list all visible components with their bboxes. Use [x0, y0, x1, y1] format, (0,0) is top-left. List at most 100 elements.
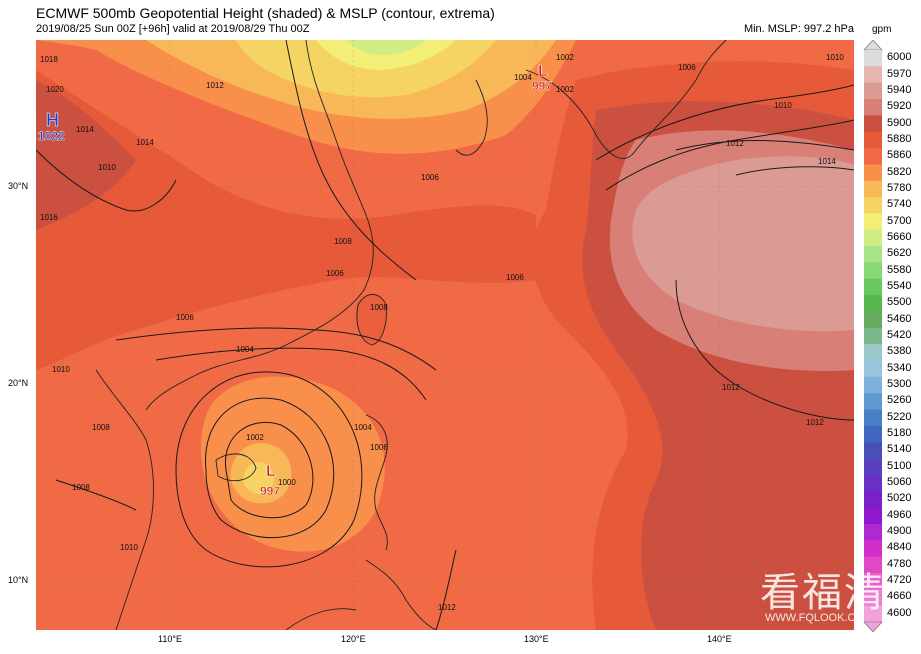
colorbar-tick-label: 5620	[887, 247, 912, 260]
contour-label: 1004	[236, 345, 254, 354]
colorbar-tick-label: 4780	[887, 557, 912, 570]
contour-label: 1004	[514, 73, 532, 82]
contour-label: 1004	[354, 423, 372, 432]
colorbar-swatch	[864, 295, 882, 312]
watermark-url: WWW.FQLOOK.CN	[765, 612, 864, 624]
colorbar-tick-label: 5060	[887, 476, 912, 489]
colorbar-tick-label: 5780	[887, 181, 912, 194]
isobar-1006-mid	[115, 327, 437, 371]
coastlines	[95, 40, 727, 630]
colorbar-swatch	[864, 311, 882, 329]
colorbar-swatch	[864, 115, 882, 133]
colorbar-swatch	[864, 425, 882, 443]
colorbar-swatch	[864, 556, 882, 574]
colorbar-tick-label: 5020	[887, 492, 912, 505]
colorbar-swatch	[864, 262, 882, 280]
valid-time: 2019/08/25 Sun 00Z [+96h] valid at 2019/…	[36, 23, 310, 35]
colorbar-tick-label: 5900	[887, 116, 912, 129]
colorbar-swatch	[864, 50, 882, 67]
colorbar-tick-label: 5100	[887, 459, 912, 472]
contour-label: 1014	[818, 157, 836, 166]
typhoon-eye-5740	[243, 462, 275, 495]
colorbar-unit: gpm	[872, 24, 892, 35]
colorbar	[863, 40, 883, 632]
height-5900-field-nw	[36, 80, 136, 230]
colorbar-swatch	[864, 229, 882, 247]
isobar-1010-ne	[595, 84, 854, 161]
colorbar-tick-label: 5820	[887, 165, 912, 178]
colorbar-tick-label: 5460	[887, 312, 912, 325]
contour-label: 1006	[326, 269, 344, 278]
contour-label: 1006	[421, 173, 439, 182]
contour-label: 1008	[72, 483, 90, 492]
contour-label: 1012	[206, 81, 224, 90]
pressure-center-low-typhoon: L 997	[260, 463, 281, 499]
colorbar-swatch	[864, 327, 882, 345]
isobar-1012-ne	[605, 119, 854, 191]
colorbar-tick-label: 5340	[887, 361, 912, 374]
coastline-japan	[525, 40, 727, 159]
contour-label: 1000	[278, 478, 296, 487]
contour-label: 1012	[726, 139, 744, 148]
colorbar-tick-label: 5700	[887, 214, 912, 227]
contour-label: 1020	[46, 85, 64, 94]
contour-label: 1010	[98, 163, 116, 172]
lon-label-130: 130°E	[524, 634, 549, 644]
typhoon-ring-5820	[201, 376, 385, 552]
colorbar-tick-label: 5220	[887, 410, 912, 423]
colorbar-bottom-cap	[863, 621, 883, 632]
contour-labels: 1018 1020 1014 1012 1010 1016 1014 1006 …	[40, 53, 844, 612]
colorbar-swatch	[864, 442, 882, 460]
colorbar-swatch	[864, 213, 882, 231]
low-value: 997	[260, 484, 280, 498]
colorbar-tick-label: 4720	[887, 574, 912, 587]
colorbar-tick-label: 4900	[887, 525, 912, 538]
high-symbol: H	[46, 110, 59, 130]
lat-label-10: 10°N	[8, 575, 29, 585]
colorbar-tick-label: 5420	[887, 329, 912, 341]
lon-label-110: 110°E	[158, 634, 182, 644]
isobar-ring-1	[224, 421, 314, 519]
contour-label: 1010	[826, 53, 844, 62]
lon-label-120: 120°E	[341, 634, 366, 644]
isobars	[36, 40, 854, 630]
coastline-korea	[455, 79, 488, 156]
colorbar-swatch	[864, 131, 882, 149]
colorbar-swatch	[864, 180, 882, 198]
colorbar-swatch	[864, 507, 882, 525]
colorbar-tick-label: 4960	[887, 508, 912, 521]
colorbar-tick-label: 5500	[887, 296, 912, 309]
colorbar-swatch	[864, 197, 882, 214]
colorbar-swatch	[864, 572, 882, 590]
contour-label: 1012	[438, 603, 456, 612]
high-value: 1022	[38, 129, 65, 143]
colorbar-tick-label: 4600	[887, 606, 912, 619]
island-taiwan-shading	[355, 293, 386, 345]
isobar-1014-east	[735, 166, 854, 176]
lat-label-20: 20°N	[8, 378, 29, 388]
contour-label: 1008	[92, 423, 110, 432]
isobar-ring-2	[205, 397, 335, 539]
colorbar-swatch	[864, 66, 882, 84]
contour-label: 1010	[52, 365, 70, 374]
isobar-1012-se	[675, 279, 854, 421]
colorbar-swatch	[864, 589, 882, 607]
coastline-hainan	[215, 453, 257, 482]
height-5660-field-north	[346, 40, 426, 55]
contour-label: 1002	[246, 433, 264, 442]
colorbar-swatch	[864, 246, 882, 263]
colorbar-swatch	[864, 148, 882, 165]
contour-label: 1006	[678, 63, 696, 72]
contour-label: 1008	[334, 237, 352, 246]
contour-label: 1002	[556, 53, 574, 62]
colorbar-tick-label: 5140	[887, 443, 912, 456]
coastline-philippines-south	[365, 559, 437, 630]
isobar-ring-3	[175, 371, 363, 568]
height-5880-field-west	[36, 70, 536, 370]
colorbar-swatch	[864, 376, 882, 394]
colorbar-tick-label: 5920	[887, 100, 912, 113]
colorbar-tick-label: 5940	[887, 83, 912, 96]
colorbar-tick-label: 4660	[887, 590, 912, 603]
contour-label: 1010	[774, 101, 792, 110]
watermark-logo: 看福清	[760, 570, 886, 616]
